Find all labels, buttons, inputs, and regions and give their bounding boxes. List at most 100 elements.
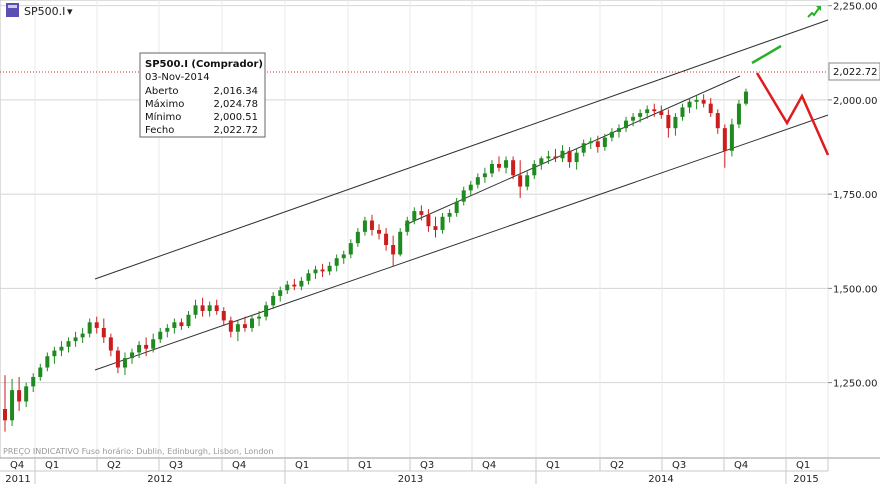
candle: [694, 96, 699, 110]
candle-body: [553, 156, 558, 159]
candle-body: [10, 390, 15, 421]
candle: [377, 224, 382, 240]
candle-body: [151, 339, 156, 349]
candle: [115, 346, 120, 374]
candle-body: [574, 152, 579, 163]
candle-body: [313, 269, 318, 274]
candle-body: [158, 331, 163, 340]
candle: [193, 299, 198, 319]
channel-upper-line: [94, 19, 829, 280]
trend-channel: [94, 19, 829, 371]
candle: [398, 228, 403, 257]
candle-body: [355, 231, 360, 244]
candle: [736, 99, 741, 129]
candle-body: [729, 124, 734, 151]
candle-body: [708, 103, 713, 114]
x-axis: Q4 Q1 Q2 Q3 Q4 Q1 Q1 Q3 Q4 Q1 Q2 Q3 Q4 Q1 2011 2012 201…: [0, 457, 880, 484]
candle-body: [666, 114, 671, 129]
candle-body: [66, 341, 71, 347]
candle: [525, 171, 530, 191]
candle: [122, 352, 127, 376]
candle: [24, 382, 29, 408]
candle-body: [108, 337, 113, 351]
candle-body: [384, 233, 389, 246]
candle: [447, 209, 452, 223]
candle: [532, 160, 537, 180]
year-label: 2013: [398, 474, 423, 484]
year-label: 2014: [648, 474, 673, 484]
tooltip-value-low: 2,000.51: [213, 112, 258, 123]
candle-body: [560, 150, 565, 159]
quarter-label: Q4: [232, 460, 246, 471]
candle: [130, 348, 135, 364]
candle-body: [348, 243, 353, 255]
candle-body: [454, 201, 459, 213]
candle-body: [264, 305, 269, 317]
candle-body: [659, 111, 664, 115]
candle-body: [736, 103, 741, 125]
candle: [539, 156, 544, 170]
symbol-header[interactable]: SP500.I ▾: [6, 3, 73, 18]
year-label: 2015: [793, 474, 818, 484]
candle: [264, 301, 269, 321]
candle: [271, 292, 276, 310]
quarter-label: Q2: [610, 460, 624, 471]
candle-body: [292, 284, 297, 287]
candle: [257, 310, 262, 327]
candle: [504, 156, 509, 174]
candle-body: [271, 295, 276, 306]
candle: [553, 148, 558, 163]
candle-body: [567, 150, 572, 163]
candle-body: [447, 212, 452, 217]
candle: [221, 307, 226, 327]
candle: [158, 327, 163, 344]
candle-body: [722, 128, 727, 151]
symbol-icon-detail: [8, 5, 17, 8]
candle-body: [362, 220, 367, 232]
candle: [285, 280, 290, 295]
candle-body: [525, 175, 530, 187]
candle-body: [638, 113, 643, 117]
candle: [80, 327, 85, 344]
tooltip-value-high: 2,024.78: [213, 99, 258, 110]
candle: [497, 156, 501, 172]
candle-body: [130, 352, 135, 359]
candle-body: [369, 220, 374, 230]
trend-up-icon[interactable]: [807, 7, 820, 18]
footer-note: PREÇO INDICATIVO Fuso horário: Dublin, E…: [3, 447, 273, 456]
candle-body: [278, 290, 283, 296]
candle: [616, 124, 621, 138]
candle-body: [673, 116, 678, 129]
horizontal-gridlines: [0, 5, 828, 384]
candle-body: [242, 324, 247, 328]
candle: [729, 118, 734, 157]
candle-body: [433, 226, 438, 230]
candle: [38, 363, 43, 381]
candle: [588, 137, 593, 149]
candle: [638, 109, 643, 123]
candle-body: [250, 318, 254, 328]
candle: [214, 299, 219, 315]
candle: [369, 214, 374, 236]
tooltip-value-open: 2,016.34: [213, 86, 258, 97]
candle: [165, 324, 170, 338]
quarter-label: Q2: [107, 460, 121, 471]
candle-body: [193, 305, 198, 315]
candle: [52, 346, 57, 364]
candle: [228, 316, 233, 338]
year-label: 2012: [147, 474, 172, 484]
candle: [680, 103, 685, 121]
candle: [609, 128, 614, 142]
candle-body: [518, 175, 523, 187]
candle-body: [285, 284, 290, 291]
quarter-label: Q3: [169, 460, 183, 471]
y-tick-label: 1,500.00: [833, 284, 878, 295]
candle: [306, 269, 311, 285]
candle-body: [581, 143, 586, 153]
candle: [108, 333, 113, 357]
candle-body: [45, 356, 50, 368]
candle: [631, 113, 636, 127]
chevron-down-icon[interactable]: ▾: [67, 5, 73, 18]
candle: [567, 147, 572, 168]
candle: [45, 352, 50, 372]
